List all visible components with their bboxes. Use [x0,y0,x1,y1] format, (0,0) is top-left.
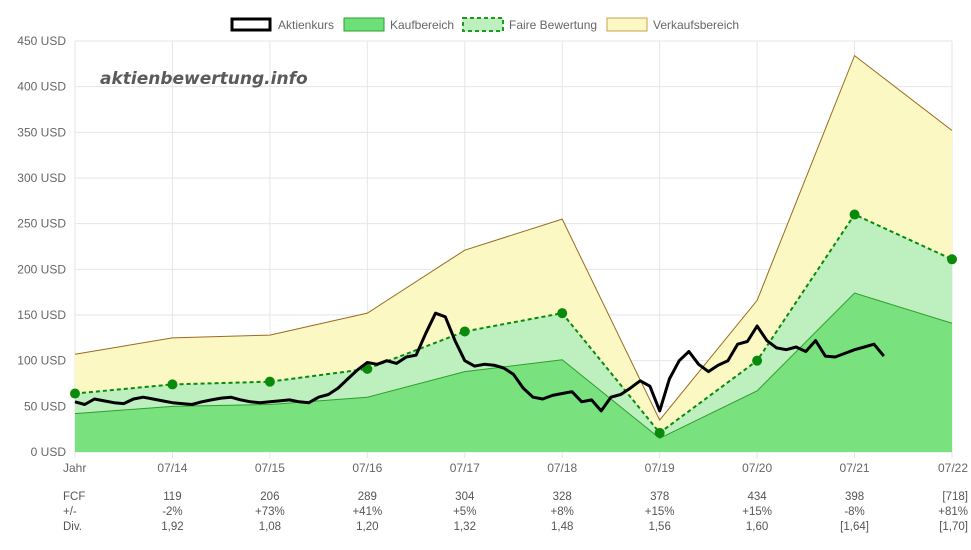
table-cell: +41% [352,506,382,518]
legend-label: Faire Bewertung [509,18,597,32]
table-cell: +73% [255,506,285,518]
legend-label: Verkaufsbereich [653,18,739,32]
y-tick-label: 250 USD [17,217,66,231]
table-cell: +8% [551,506,574,518]
table-cell: -2% [162,506,182,518]
buy-line [74,292,953,439]
table-cell: 119 [163,491,181,503]
legend-swatch-aktienkurs [230,17,272,32]
y-tick-label: 300 USD [17,171,66,185]
table-row-label: FCF [63,491,85,503]
areas [74,54,953,452]
table-cell: +81% [938,506,968,518]
table-cell: 206 [260,491,279,503]
x-tick-label: 07/14 [157,461,187,475]
x-tick-label: 07/15 [255,461,285,475]
data-table: FCF 119 206 289 304 328 378 434 398 [718] +/- -2% +7… [63,491,968,533]
table-cell: 1,08 [259,521,281,533]
y-tick-label: 150 USD [17,308,66,322]
fair-value-point [654,427,665,438]
table-cell: [1,70] [939,521,968,533]
x-tick-label: Jahr [63,461,86,475]
table-cell: 1,56 [648,521,670,533]
table-cell: 434 [748,491,768,503]
fair-value-point [752,355,763,366]
table-row-label: +/- [63,506,77,518]
y-tick-label: 400 USD [17,80,66,94]
fair-value-line [70,209,957,438]
x-tick-label: 07/19 [645,461,675,475]
table-cell: -8% [844,506,864,518]
legend-label: Kaufbereich [390,18,454,32]
y-tick-label: 200 USD [17,262,66,276]
fair-value-point [167,379,178,390]
table-cell: [718] [942,491,968,503]
table-cell: +15% [645,506,675,518]
x-tick-label: 07/17 [450,461,480,475]
table-cell: +5% [453,506,476,518]
table-cell: 1,20 [356,521,378,533]
fair-value-point [947,254,957,265]
table-cell: 1,60 [746,521,768,533]
x-tick-label: 07/18 [547,461,577,475]
fair-value-point [459,326,470,337]
buy-area [75,293,952,452]
price-path [74,311,885,413]
legend-swatch-faire-bewertung [462,17,504,32]
y-tick-label: 50 USD [24,399,66,413]
table-row-label: Div. [63,521,82,533]
watermark-text: aktienbewertung.info [100,69,308,89]
table-cell: 304 [455,491,475,503]
fair-value-point [362,363,373,374]
fair-value-point [849,209,860,220]
legend-label: Aktienkurs [278,18,334,32]
fair-value-point [70,388,80,399]
y-tick-label: 100 USD [17,354,66,368]
x-tick-label: 07/20 [742,461,772,475]
x-tick-label: 07/22 [938,461,968,475]
table-cell: 398 [845,491,864,503]
table-cell: 378 [650,491,669,503]
legend: Aktienkurs Kaufbereich Faire Bewertung Verk… [230,17,739,32]
fair-area [75,214,952,452]
y-tick-label: 350 USD [17,125,66,139]
sell-line [74,54,953,421]
y-axis: 0 USD 50 USD 100 USD 150 USD 200 USD 250 USD 3… [17,34,66,459]
fair-value-point [264,376,275,387]
y-tick-label: 450 USD [17,34,66,48]
x-tick-label: 07/16 [352,461,382,475]
price-line [74,311,885,413]
x-axis: Jahr 07/14 07/15 07/16 07/17 07/18 07/19 07/20 0… [63,461,968,475]
table-cell: 1,32 [454,521,476,533]
y-tick-label: 0 USD [31,445,67,459]
legend-swatch-area [606,17,648,32]
fair-value-point [557,308,568,319]
x-tick-label: 07/21 [840,461,870,475]
table-cell: 1,92 [161,521,183,533]
table-cell: [1,64] [840,521,869,533]
table-cell: +15% [742,506,772,518]
legend-swatch-area [343,17,385,32]
table-cell: 328 [553,491,572,503]
table-cell: 289 [358,491,377,503]
table-cell: 1,48 [551,521,573,533]
